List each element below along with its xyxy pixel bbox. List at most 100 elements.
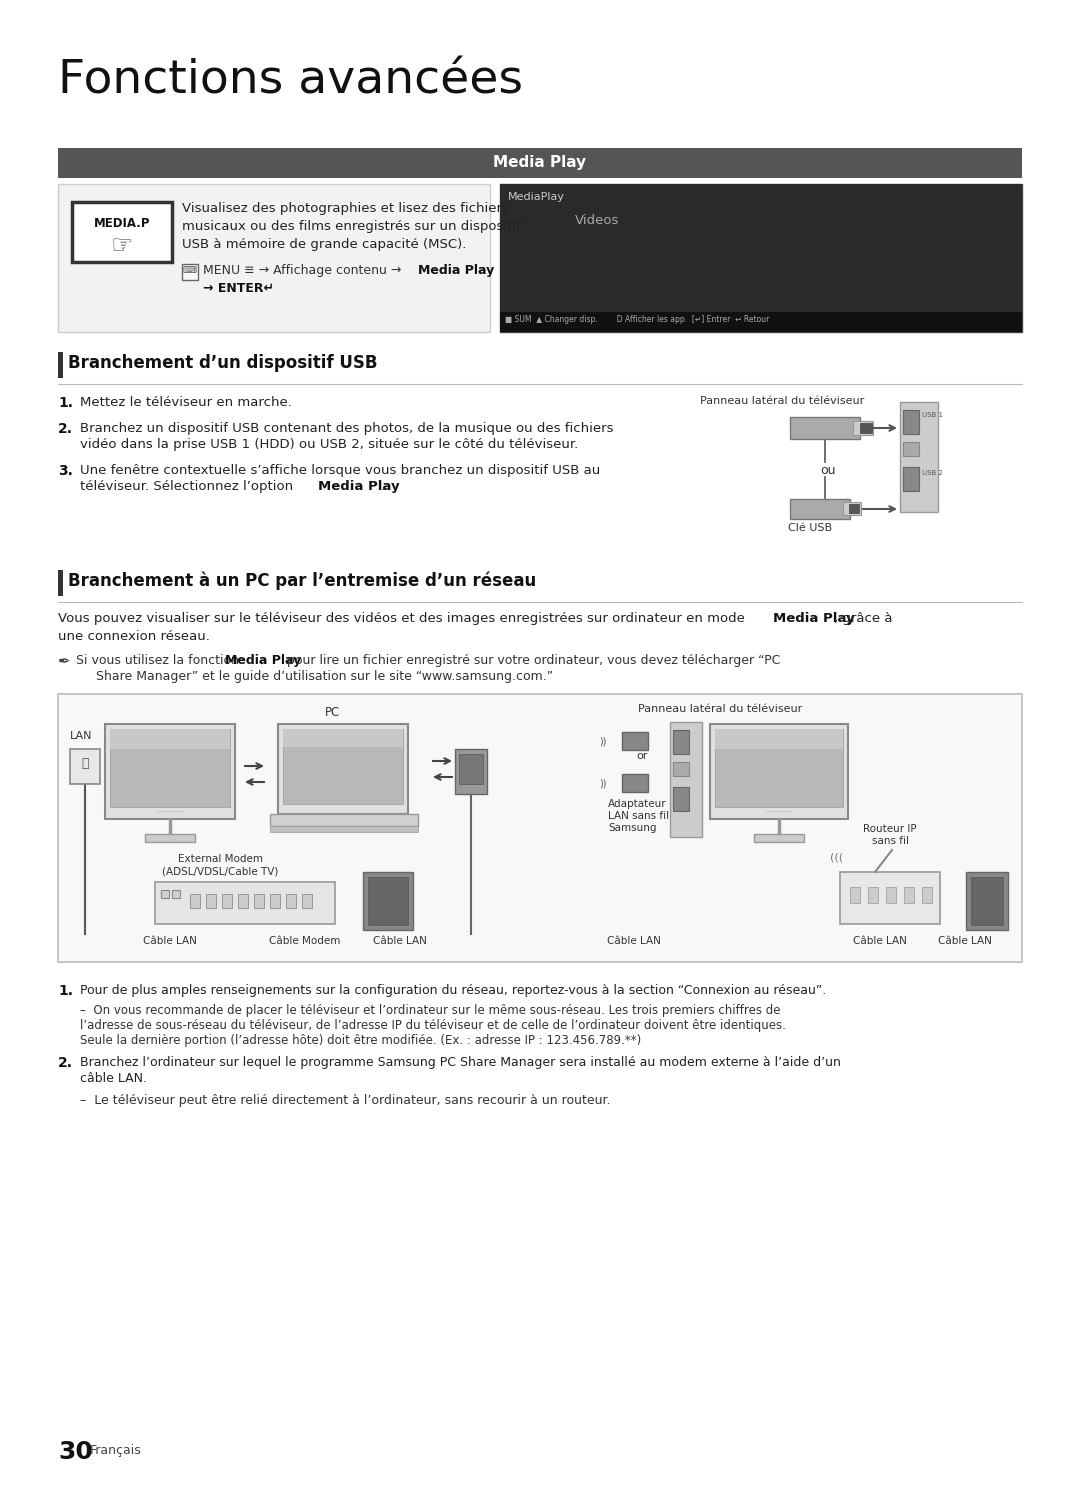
Bar xyxy=(840,872,940,923)
Bar xyxy=(363,872,413,929)
Text: Si vous utilisez la fonction: Si vous utilisez la fonction xyxy=(76,654,243,666)
Text: 1.: 1. xyxy=(58,985,73,998)
Bar xyxy=(254,893,264,908)
Text: ou: ou xyxy=(820,465,836,477)
Text: USB à mémoire de grande capacité (MSC).: USB à mémoire de grande capacité (MSC). xyxy=(183,238,467,251)
Text: )): )) xyxy=(599,737,607,746)
Bar xyxy=(904,887,914,902)
Bar xyxy=(161,890,168,898)
Bar xyxy=(670,722,702,837)
Text: Media Play: Media Play xyxy=(318,480,400,493)
Bar xyxy=(270,814,418,826)
Text: Media Play: Media Play xyxy=(225,654,301,666)
Text: PC: PC xyxy=(325,707,340,719)
Bar xyxy=(754,834,804,843)
Text: USB 1: USB 1 xyxy=(922,412,943,418)
Text: Videos: Videos xyxy=(575,214,619,227)
Bar xyxy=(270,893,280,908)
Text: –  Le téléviseur peut être relié directement à l’ordinateur, sans recourir à un : – Le téléviseur peut être relié directem… xyxy=(80,1094,610,1107)
Text: USB 2: USB 2 xyxy=(922,471,943,477)
Bar xyxy=(622,732,648,750)
Bar xyxy=(850,887,860,902)
Bar xyxy=(860,423,872,433)
Bar xyxy=(72,202,172,261)
Text: pour lire un fichier enregistré sur votre ordinateur, vous devez télécharger “PC: pour lire un fichier enregistré sur votr… xyxy=(283,654,781,666)
Bar xyxy=(715,729,843,807)
Text: Branchement à un PC par l’entremise d’un réseau: Branchement à un PC par l’entremise d’un… xyxy=(68,572,537,590)
Bar xyxy=(849,503,859,512)
Bar xyxy=(58,353,63,378)
Bar xyxy=(105,725,235,819)
Text: ⌨: ⌨ xyxy=(183,264,197,275)
Text: Câble LAN: Câble LAN xyxy=(607,937,661,946)
Bar xyxy=(843,502,861,515)
Text: –  On vous recommande de placer le téléviseur et l’ordinateur sur le même sous-r: – On vous recommande de placer le télévi… xyxy=(80,1004,781,1017)
Text: Samsung: Samsung xyxy=(608,823,657,834)
Text: Panneau latéral du téléviseur: Panneau latéral du téléviseur xyxy=(638,704,802,714)
Text: Branchez un dispositif USB contenant des photos, de la musique ou des fichiers: Branchez un dispositif USB contenant des… xyxy=(80,421,613,435)
Bar xyxy=(172,890,180,898)
Bar xyxy=(222,893,232,908)
Text: Routeur IP: Routeur IP xyxy=(863,825,917,834)
Text: Adaptateur: Adaptateur xyxy=(608,799,666,808)
Text: l’adresse de sous-réseau du téléviseur, de l’adresse IP du téléviseur et de cell: l’adresse de sous-réseau du téléviseur, … xyxy=(80,1019,786,1032)
Text: Panneau latéral du téléviseur: Panneau latéral du téléviseur xyxy=(700,396,864,406)
Bar xyxy=(673,787,689,811)
Bar xyxy=(368,877,408,925)
Bar xyxy=(58,571,63,596)
Bar xyxy=(270,826,418,832)
Bar xyxy=(206,893,216,908)
Bar xyxy=(110,729,230,748)
Bar xyxy=(500,312,1022,332)
Bar xyxy=(673,731,689,754)
Text: Câble LAN: Câble LAN xyxy=(373,937,427,946)
Bar xyxy=(302,893,312,908)
Text: .: . xyxy=(381,480,386,493)
Bar xyxy=(190,893,200,908)
Text: 3.: 3. xyxy=(58,465,72,478)
Bar xyxy=(622,774,648,792)
Text: Français: Français xyxy=(90,1445,141,1457)
Text: —————: ————— xyxy=(157,808,184,814)
Bar xyxy=(500,184,1022,332)
Text: (((: ((( xyxy=(831,852,843,862)
Text: —————: ————— xyxy=(766,808,793,814)
Text: → ENTER↵: → ENTER↵ xyxy=(203,282,274,294)
Text: (ADSL/VDSL/Cable TV): (ADSL/VDSL/Cable TV) xyxy=(162,867,279,875)
Text: 2.: 2. xyxy=(58,1056,73,1070)
Bar xyxy=(789,417,860,439)
Bar xyxy=(715,729,843,748)
Text: Câble Modem: Câble Modem xyxy=(269,937,340,946)
Text: LAN: LAN xyxy=(70,731,93,741)
Text: Fonctions avancées: Fonctions avancées xyxy=(58,58,523,103)
Text: Visualisez des photographies et lisez des fichiers: Visualisez des photographies et lisez de… xyxy=(183,202,509,215)
Bar xyxy=(459,754,483,784)
Bar xyxy=(900,402,939,512)
Bar xyxy=(710,725,848,819)
Text: Media Play: Media Play xyxy=(494,155,586,170)
Bar xyxy=(58,695,1022,962)
Text: Câble LAN: Câble LAN xyxy=(853,937,907,946)
Text: Branchement d’un dispositif USB: Branchement d’un dispositif USB xyxy=(68,354,378,372)
Text: Vous pouvez visualiser sur le téléviseur des vidéos et des images enregistrées s: Vous pouvez visualiser sur le téléviseur… xyxy=(58,613,750,624)
Bar xyxy=(789,499,850,518)
Text: Media Play: Media Play xyxy=(418,264,495,276)
Bar xyxy=(183,264,198,279)
Bar xyxy=(278,725,408,814)
Text: External Modem: External Modem xyxy=(177,855,262,864)
Text: sans fil: sans fil xyxy=(872,837,908,846)
Text: 2.: 2. xyxy=(58,421,73,436)
Text: )): )) xyxy=(599,778,607,787)
Text: ✒: ✒ xyxy=(58,654,71,669)
Bar xyxy=(500,184,1022,312)
Bar xyxy=(156,881,335,923)
Text: Clé USB: Clé USB xyxy=(788,523,832,533)
Bar xyxy=(58,148,1022,178)
Bar xyxy=(145,834,195,843)
Bar xyxy=(903,468,919,492)
Bar xyxy=(868,887,878,902)
Text: 30: 30 xyxy=(58,1440,93,1464)
Text: MediaPlay: MediaPlay xyxy=(508,193,565,202)
Text: 1.: 1. xyxy=(58,396,73,409)
Text: LAN sans fil: LAN sans fil xyxy=(608,811,670,822)
